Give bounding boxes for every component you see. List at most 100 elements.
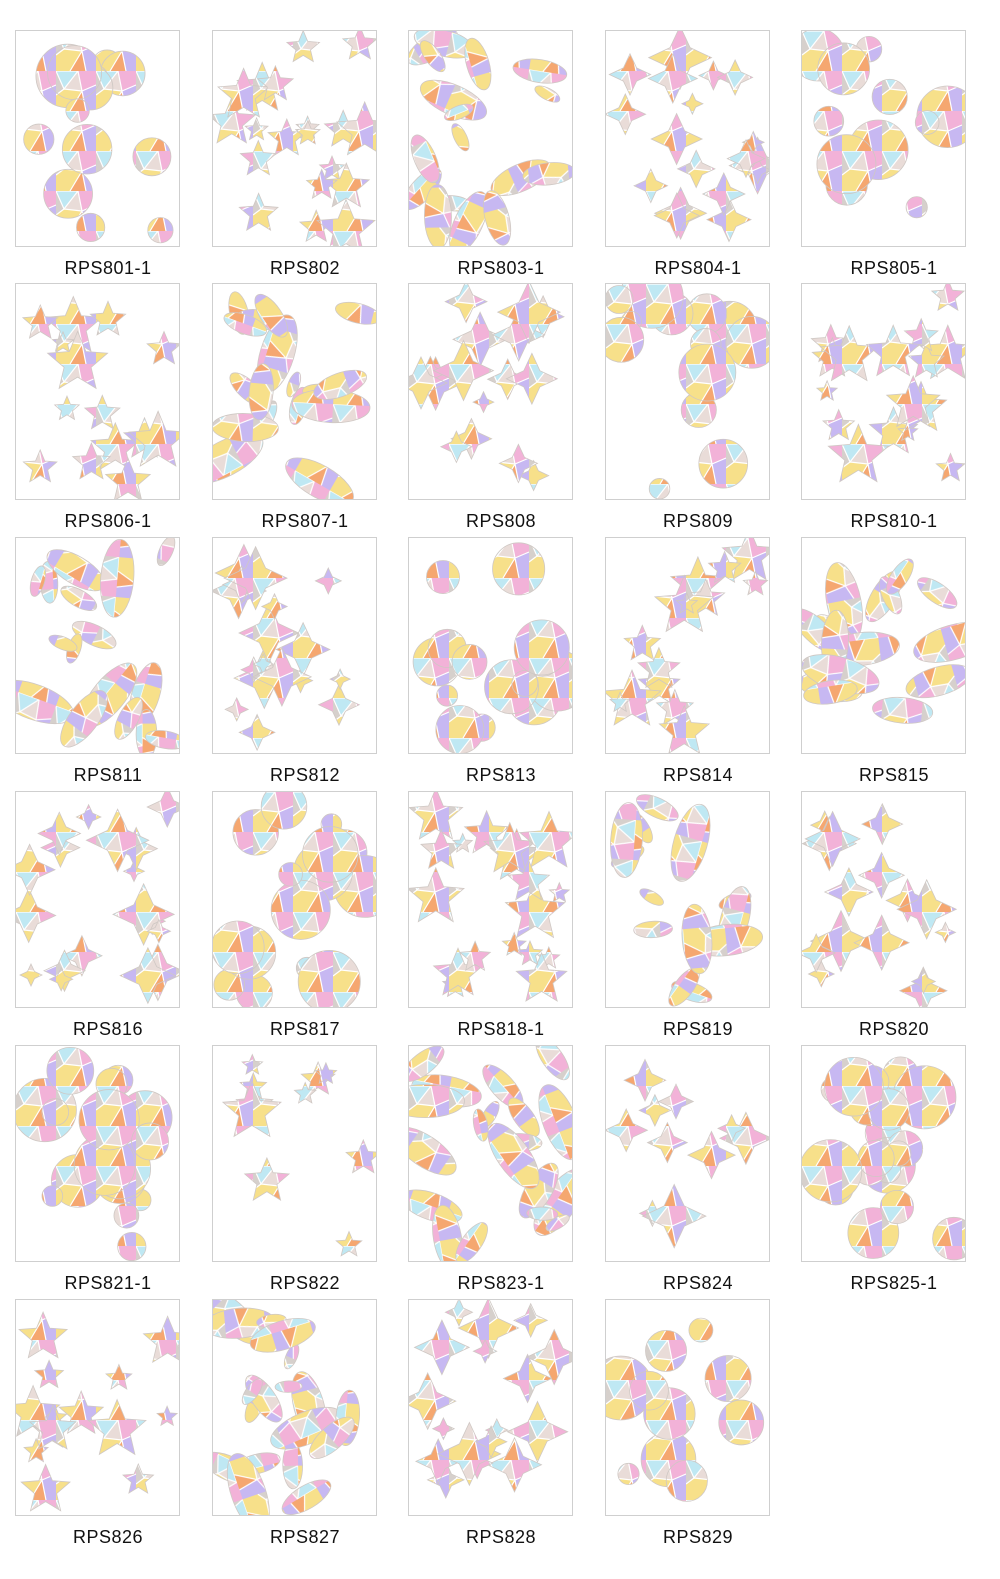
sticker-sheet[interactable] (212, 30, 377, 247)
sticker-shape (726, 138, 766, 179)
sheet-art (606, 31, 769, 243)
sticker-shape (472, 1338, 498, 1364)
sticker-sheet[interactable] (605, 791, 770, 1008)
sticker-sheet[interactable] (212, 791, 377, 1008)
sticker-sheet[interactable] (801, 1045, 966, 1262)
sticker-shape (61, 124, 113, 175)
sticker-shape (341, 31, 376, 60)
sticker-shape (907, 342, 945, 378)
sticker-sheet[interactable] (15, 1299, 180, 1516)
product-code: RPS814 (662, 765, 734, 785)
sticker-sheet[interactable] (408, 30, 573, 247)
sticker-sheet[interactable] (605, 537, 770, 754)
sticker-shape (657, 1083, 695, 1120)
sticker-shape (317, 683, 361, 727)
sticker-sheet[interactable] (801, 283, 966, 500)
sticker-sheet[interactable] (15, 1045, 180, 1262)
sticker-shape (20, 1463, 71, 1512)
sticker-shape (105, 1363, 133, 1390)
sticker-sheet[interactable] (408, 537, 573, 754)
sticker-shape (903, 317, 939, 352)
sticker-shape (294, 119, 321, 145)
sticker-shape (725, 316, 769, 369)
sticker-shape (71, 441, 112, 480)
sticker-sheet[interactable] (408, 791, 573, 1008)
sticker-shape (239, 139, 278, 176)
sticker-sheet[interactable] (605, 1299, 770, 1516)
sticker-shape (486, 1436, 543, 1493)
product-code: RPS805-1 (850, 258, 938, 278)
sticker-sheet[interactable] (801, 791, 966, 1008)
sticker-shape (444, 284, 488, 324)
sticker-sheet[interactable] (212, 1045, 377, 1262)
sheet-art (16, 792, 179, 1005)
sticker-shape (538, 1084, 572, 1161)
sticker-shape (472, 390, 495, 414)
sticker-shape (817, 42, 871, 96)
sticker-shape (223, 312, 267, 337)
sticker-sheet[interactable] (605, 283, 770, 500)
sticker-shape (872, 696, 934, 724)
sticker-sheet[interactable] (15, 791, 180, 1008)
sticker-shape (885, 374, 941, 428)
sticker-shape (647, 53, 699, 104)
sticker-shape (16, 1384, 61, 1437)
sticker-sheet[interactable] (408, 1299, 573, 1516)
sticker-sheet[interactable] (408, 1045, 573, 1262)
sheet-art (606, 284, 769, 499)
sticker-shape (807, 960, 836, 988)
sticker-shape (871, 78, 908, 115)
sheet-art (802, 31, 965, 219)
sticker-shape (41, 1185, 64, 1207)
sticker-sheet[interactable] (15, 30, 180, 247)
sticker-shape (804, 810, 861, 868)
sticker-shape (451, 123, 470, 152)
sticker-shape (492, 542, 546, 596)
sticker-shape (610, 802, 643, 878)
sticker-shape (606, 316, 645, 363)
sticker-shape (515, 951, 568, 1002)
sticker-shape (432, 1204, 463, 1261)
sticker-sheet[interactable] (605, 1045, 770, 1262)
sheet-art (221, 1053, 376, 1257)
product-code: RPS824 (662, 1273, 734, 1293)
sticker-shape (815, 379, 839, 401)
sticker-shape (23, 1437, 50, 1463)
sheet-art (409, 31, 572, 246)
sticker-shape (609, 691, 632, 713)
product-code: RPS808 (465, 511, 537, 531)
product-code: RPS821-1 (64, 1273, 152, 1293)
sticker-shape (28, 1404, 77, 1450)
sticker-sheet[interactable] (212, 1299, 377, 1516)
sticker-sheet[interactable] (212, 283, 377, 500)
product-code: RPS806-1 (64, 511, 152, 531)
sticker-shape (413, 1319, 471, 1376)
sticker-sheet[interactable] (801, 537, 966, 754)
sticker-shape (223, 545, 288, 611)
sticker-shape (646, 1121, 689, 1164)
product-code: RPS816 (72, 1019, 144, 1039)
sticker-sheet[interactable] (212, 537, 377, 754)
sheet-art (802, 1056, 965, 1261)
sticker-shape (71, 620, 117, 650)
sticker-shape (641, 1183, 707, 1249)
sticker-shape (650, 112, 704, 166)
sticker-shape (76, 212, 106, 243)
sticker-shape (517, 459, 550, 492)
sticker-shape (910, 968, 937, 995)
sticker-shape (506, 859, 551, 901)
sticker-shape (930, 284, 965, 311)
sticker-shape (285, 457, 354, 499)
sticker-shape (238, 192, 279, 231)
sticker-shape (637, 646, 681, 689)
sticker-shape (48, 634, 78, 652)
sticker-shape (633, 168, 669, 204)
sticker-shape (409, 1372, 457, 1431)
sticker-shape (37, 811, 82, 856)
sticker-sheet[interactable] (801, 30, 966, 247)
sticker-shape (23, 123, 55, 155)
sticker-sheet[interactable] (408, 283, 573, 500)
sticker-sheet[interactable] (15, 283, 180, 500)
sticker-sheet[interactable] (15, 537, 180, 754)
sticker-sheet[interactable] (605, 30, 770, 247)
